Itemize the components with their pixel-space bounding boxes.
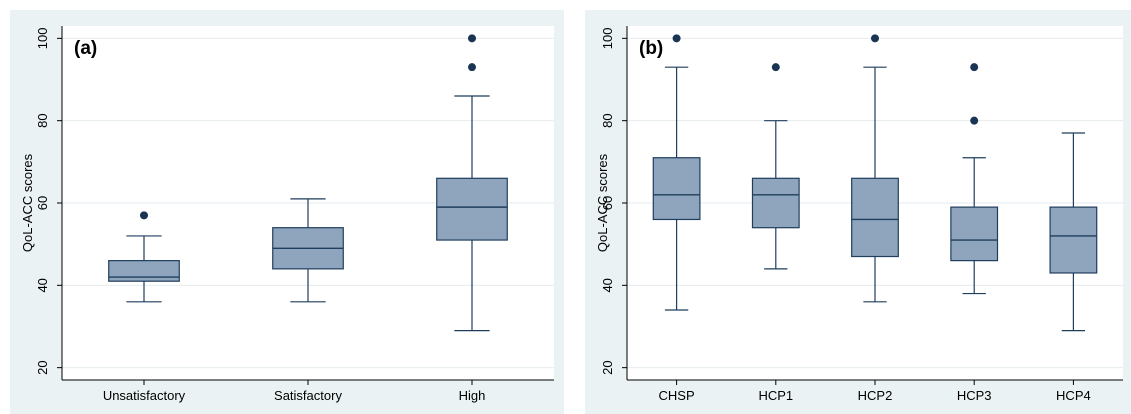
box-iqr bbox=[851, 177, 899, 258]
chart-panel-a: 20 40 60 80 100 QoL-ACC scores (a) Unsatisfacto… bbox=[10, 10, 564, 414]
box-iqr bbox=[652, 157, 701, 221]
y-tick-label: 60 bbox=[35, 196, 50, 210]
y-tick-label: 40 bbox=[600, 278, 615, 292]
panel-label: (b) bbox=[639, 38, 663, 59]
box-iqr bbox=[1049, 206, 1098, 274]
x-tick-label: High bbox=[459, 388, 486, 403]
x-tick-label: HCP1 bbox=[758, 388, 793, 403]
y-axis-title: QoL-ACC scores bbox=[595, 153, 610, 252]
x-tick-label: CHSP bbox=[659, 388, 695, 403]
box-iqr bbox=[950, 206, 999, 262]
box-iqr bbox=[436, 177, 508, 241]
y-tick-label: 80 bbox=[35, 113, 50, 127]
outlier-point bbox=[771, 63, 780, 72]
y-tick-label: 100 bbox=[600, 27, 615, 49]
x-tick-label: Satisfactory bbox=[274, 388, 342, 403]
y-tick-label: 100 bbox=[35, 27, 50, 49]
box-high bbox=[436, 34, 508, 332]
y-tick-label: 20 bbox=[35, 360, 50, 374]
y-tick-label: 40 bbox=[35, 278, 50, 292]
panel-label: (a) bbox=[74, 38, 97, 59]
y-tick-label: 80 bbox=[600, 113, 615, 127]
outlier-point bbox=[672, 34, 681, 43]
y-axis-title: QoL-ACC scores bbox=[20, 153, 35, 252]
outlier-point bbox=[468, 34, 476, 43]
x-tick-label: HCP4 bbox=[1056, 388, 1091, 403]
box-hcp2 bbox=[851, 34, 899, 303]
box-hcp1 bbox=[751, 63, 800, 270]
x-tick-label: HCP3 bbox=[957, 388, 992, 403]
box-unsatisfactory bbox=[108, 211, 180, 303]
box-iqr bbox=[751, 177, 800, 229]
box-iqr bbox=[108, 260, 180, 282]
y-tick-label: 60 bbox=[600, 196, 615, 210]
x-tick-label: HCP2 bbox=[858, 388, 893, 403]
outlier-point bbox=[970, 63, 979, 72]
outlier-point bbox=[140, 211, 148, 220]
y-tick-label: 20 bbox=[600, 360, 615, 374]
box-hcp3 bbox=[950, 63, 999, 295]
boxplot-b: 20 40 60 80 100 QoL-ACC scores (b) CHSP HCP1 HCP2… bbox=[595, 26, 1123, 403]
box-satisfactory bbox=[272, 198, 344, 303]
box-chsp bbox=[652, 34, 701, 311]
box-hcp4 bbox=[1049, 132, 1098, 332]
x-tick-label: Unsatisfactory bbox=[103, 388, 186, 403]
outlier-point bbox=[871, 34, 879, 43]
boxplot-a: 20 40 60 80 100 QoL-ACC scores (a) Unsatisfacto… bbox=[20, 26, 554, 403]
outlier-point bbox=[468, 63, 476, 72]
chart-panel-b: 20 40 60 80 100 QoL-ACC scores (b) CHSP HCP1 HCP2… bbox=[585, 10, 1131, 414]
outlier-point bbox=[970, 116, 979, 125]
